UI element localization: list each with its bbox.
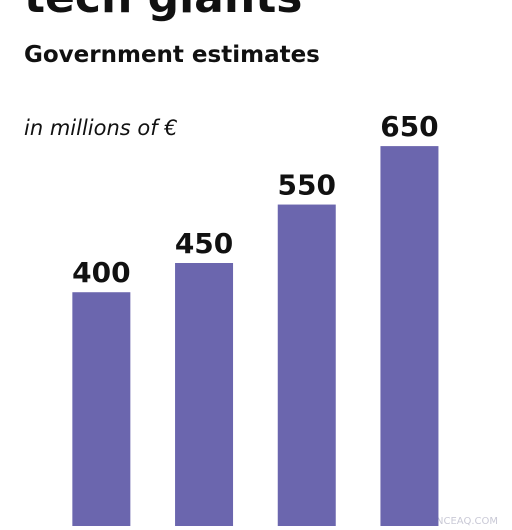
bar [277,204,336,527]
bar [175,263,234,526]
data-label: 450 [175,227,233,260]
bar [380,146,439,526]
data-label: 550 [278,169,336,202]
chart-subtitle: Government estimates [24,42,320,68]
data-label: 400 [72,256,130,289]
unit-label: in millions of € [24,116,178,140]
bar [72,292,131,526]
watermark: SCIENCEAQ.COM [413,516,498,527]
chart-title: tech giants [24,0,302,23]
data-label: 650 [380,110,438,143]
